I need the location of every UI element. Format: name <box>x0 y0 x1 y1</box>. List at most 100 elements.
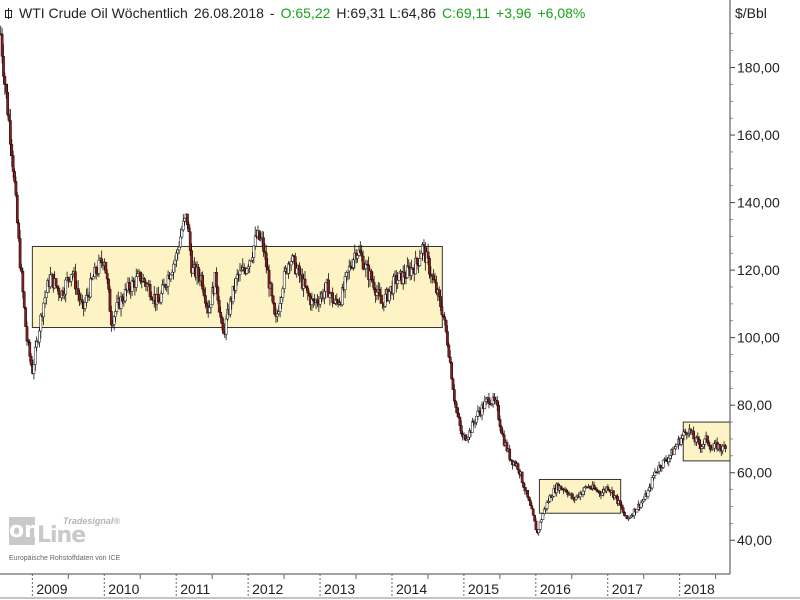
candle <box>607 488 611 493</box>
candle <box>578 490 582 501</box>
x-tick-label: 2017 <box>612 581 643 597</box>
candle <box>169 273 173 282</box>
candle <box>516 462 520 474</box>
candle <box>248 259 252 274</box>
candle <box>447 342 451 359</box>
logo-prefix: on <box>9 517 40 545</box>
candle <box>216 284 220 305</box>
candle <box>415 256 419 270</box>
candle <box>526 490 530 499</box>
candle <box>364 259 368 278</box>
candle <box>89 272 92 299</box>
candle <box>45 291 48 305</box>
candle <box>104 261 108 274</box>
candle <box>25 321 29 346</box>
candle <box>621 504 625 514</box>
y-tick-label: 40,00 <box>737 532 772 548</box>
candle <box>134 268 138 292</box>
candle <box>177 241 181 255</box>
candle <box>92 273 95 280</box>
candle <box>448 350 452 365</box>
candle <box>672 445 676 455</box>
candle <box>64 277 68 303</box>
x-tick-label: 2013 <box>324 581 355 597</box>
candle <box>204 287 207 309</box>
separator: - <box>269 5 275 21</box>
candle <box>110 305 113 332</box>
logo-brand: Tradesignal® <box>63 516 120 526</box>
candle <box>440 299 444 317</box>
x-tick-label: 2016 <box>540 581 571 597</box>
candle <box>130 276 134 297</box>
candle <box>450 361 453 380</box>
candle <box>392 273 395 300</box>
candle <box>527 496 531 502</box>
candle <box>426 243 430 266</box>
candle <box>692 426 696 440</box>
candle <box>11 150 15 178</box>
candle <box>306 284 310 301</box>
candle <box>487 392 491 409</box>
candle <box>443 312 447 326</box>
candle <box>201 271 205 293</box>
candle <box>21 267 25 299</box>
candle <box>22 290 26 310</box>
candle <box>49 266 52 289</box>
candle <box>74 263 77 295</box>
x-tick-label: 2011 <box>180 581 210 597</box>
candle <box>453 384 456 405</box>
candle <box>42 302 45 326</box>
candle <box>475 415 478 426</box>
instrument-name: WTI Crude Oil Wöchentlich <box>19 5 188 21</box>
candle <box>538 520 542 533</box>
y-tick-label: 140,00 <box>737 195 780 211</box>
x-tick-label: 2015 <box>468 581 499 597</box>
candle <box>534 518 538 531</box>
candle <box>159 290 163 305</box>
candle <box>721 443 725 455</box>
candle <box>219 306 222 323</box>
change-value: +3,96 <box>496 5 532 21</box>
y-tick-label: 80,00 <box>737 397 772 413</box>
candle <box>707 439 711 447</box>
candle <box>641 498 644 507</box>
candle <box>343 272 347 299</box>
candle <box>661 459 665 469</box>
candle <box>457 407 460 419</box>
logo-suffix: Line <box>37 523 86 548</box>
candle <box>497 401 500 421</box>
candle <box>406 257 409 279</box>
x-tick-label: 2018 <box>684 581 715 597</box>
candle <box>215 267 218 293</box>
candle <box>105 269 109 284</box>
candle <box>508 444 512 462</box>
candle <box>331 287 335 308</box>
candle <box>295 262 299 278</box>
candle <box>28 339 32 363</box>
data-source-note: Europäische Rohstoffdaten von ICE <box>9 555 121 562</box>
candle <box>9 109 12 157</box>
quote-date: 26.08.2018 <box>193 5 264 21</box>
candle <box>188 227 192 256</box>
candle <box>108 285 112 312</box>
candle <box>253 226 257 250</box>
x-tick-label: 2012 <box>252 581 283 597</box>
chart-title-bar: WTI Crude Oil Wöchentlich 26.08.2018 - O… <box>4 3 591 23</box>
candle <box>551 494 554 501</box>
candle <box>684 428 687 434</box>
candle <box>710 444 713 451</box>
candle <box>270 281 274 302</box>
candle <box>3 72 7 95</box>
candle <box>57 285 61 302</box>
candle <box>14 176 18 198</box>
candle <box>238 262 242 282</box>
candle <box>2 44 5 85</box>
candle <box>509 459 513 462</box>
y-tick-label: 120,00 <box>737 262 780 278</box>
x-tick-label: 2014 <box>396 581 427 597</box>
candle <box>397 272 401 281</box>
candle <box>682 429 686 441</box>
change-percent: +6,08% <box>537 5 586 21</box>
